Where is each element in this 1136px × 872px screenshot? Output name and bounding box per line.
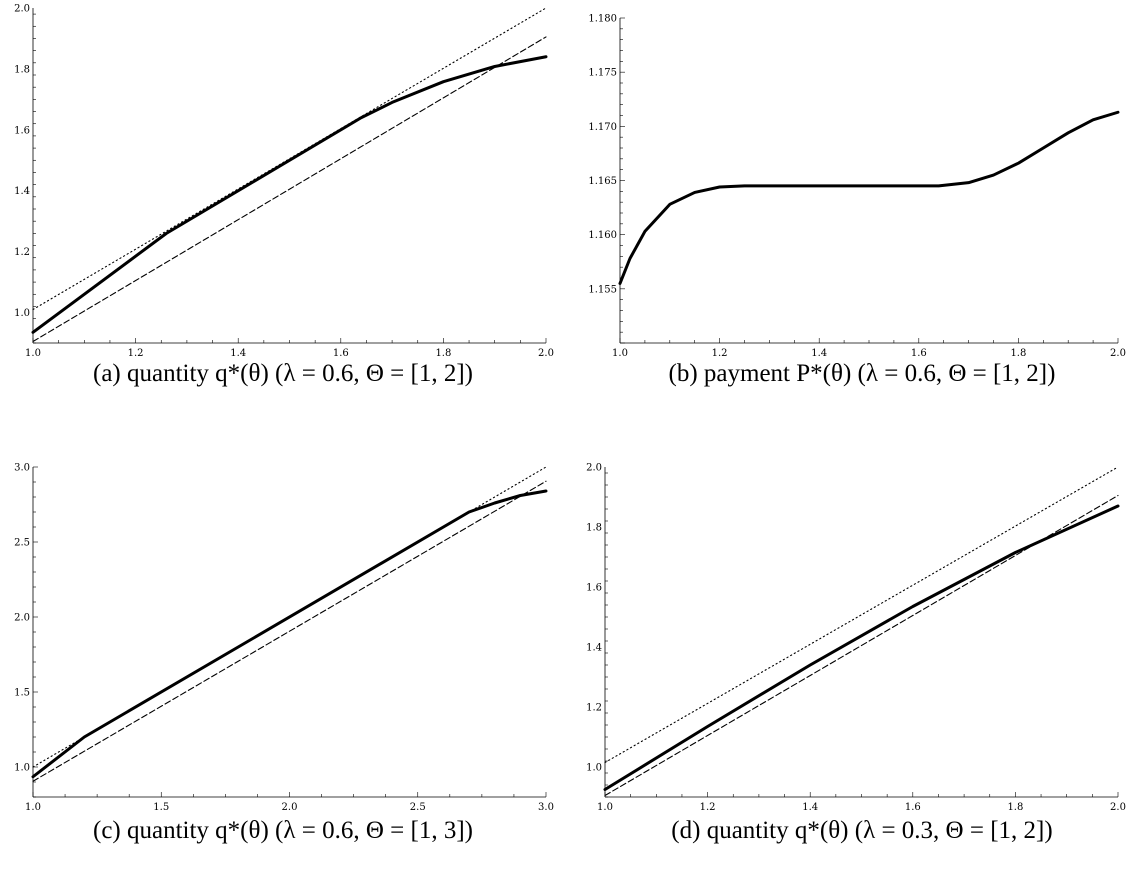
x-tick-label: 1.6 xyxy=(333,348,349,359)
y-tick-label: 1.0 xyxy=(586,763,602,774)
x-tick-label: 1.0 xyxy=(25,802,41,813)
y-tick-label: 3.0 xyxy=(14,463,30,474)
series-line-dashed xyxy=(604,494,1119,797)
x-tick-label: 2.0 xyxy=(1110,802,1126,813)
panel-caption: (a) quantity q*(θ) (λ = 0.6, Θ = [1, 2]) xyxy=(93,360,473,387)
x-tick-label: 1.0 xyxy=(612,348,628,359)
x-tick-label: 1.2 xyxy=(712,348,728,359)
series-line-solid xyxy=(618,110,1120,285)
series-line-dotted xyxy=(32,466,547,768)
series-line-dotted xyxy=(604,466,1119,764)
x-tick-label: 1.6 xyxy=(911,348,927,359)
y-tick-label: 1.160 xyxy=(588,230,617,241)
y-tick-label: 1.2 xyxy=(586,703,602,714)
x-tick-label: 1.8 xyxy=(1010,348,1026,359)
series-line-dashed xyxy=(32,36,547,343)
x-tick-label: 1.6 xyxy=(905,802,921,813)
x-tick-label: 2.0 xyxy=(1110,348,1126,359)
x-tick-label: 2.5 xyxy=(410,802,426,813)
chart-panel-2: 1.0 1.2 1.4 1.6 1.8 2.0 1.155 1.160 1.165 1.170 1.… xyxy=(588,14,1126,388)
y-tick-label: 1.155 xyxy=(588,284,617,295)
y-tick-label: 1.8 xyxy=(586,523,602,534)
y-tick-label: 2.0 xyxy=(586,463,602,474)
chart-panel-4: 1.0 1.2 1.4 1.6 1.8 2.0 1.0 1.2 1.4 1.6 1.8 2.0 (d) … xyxy=(586,463,1126,845)
panel-caption: (b) payment P*(θ) (λ = 0.6, Θ = [1, 2]) xyxy=(669,360,1056,387)
x-tick-label: 1.8 xyxy=(1007,802,1023,813)
x-tick-label: 1.0 xyxy=(597,802,613,813)
panel-caption: (d) quantity q*(θ) (λ = 0.3, Θ = [1, 2]) xyxy=(671,817,1052,844)
y-tick-label: 1.175 xyxy=(588,68,617,79)
y-tick-label: 1.8 xyxy=(14,64,30,75)
series-line-solid xyxy=(31,55,548,334)
y-tick-label: 1.0 xyxy=(14,763,30,774)
y-tick-label: 1.165 xyxy=(588,176,617,187)
x-tick-label: 1.2 xyxy=(700,802,716,813)
y-tick-label: 1.5 xyxy=(14,688,30,699)
series-line-dotted xyxy=(32,7,547,311)
y-tick-label: 2.0 xyxy=(14,613,30,624)
x-tick-label: 3.0 xyxy=(538,802,554,813)
series-line-solid xyxy=(603,504,1120,791)
chart-panel-1: 1.0 1.2 1.4 1.6 1.8 2.0 1.0 1.2 1.4 1.6 1.8 2.0 (a) … xyxy=(14,4,554,388)
x-tick-label: 1.4 xyxy=(811,348,827,359)
x-tick-label: 1.4 xyxy=(802,802,818,813)
x-tick-label: 2.0 xyxy=(538,348,554,359)
x-tick-label: 1.5 xyxy=(153,802,169,813)
panel-caption: (c) quantity q*(θ) (λ = 0.6, Θ = [1, 3]) xyxy=(93,817,473,844)
y-tick-label: 1.2 xyxy=(14,247,30,258)
x-tick-label: 1.4 xyxy=(230,348,246,359)
y-tick-label: 1.4 xyxy=(586,643,602,654)
y-tick-label: 2.5 xyxy=(14,538,30,549)
x-tick-label: 1.0 xyxy=(25,348,41,359)
y-tick-label: 1.6 xyxy=(586,583,602,594)
chart-panel-3: 1.0 1.5 2.0 2.5 3.0 1.0 1.5 2.0 2.5 3.0 (c) quanti… xyxy=(14,463,554,845)
y-tick-label: 1.6 xyxy=(14,125,30,136)
y-tick-label: 2.0 xyxy=(14,4,30,15)
series-line-solid xyxy=(31,489,548,779)
series-line-dashed xyxy=(32,480,547,782)
x-tick-label: 1.8 xyxy=(435,348,451,359)
y-tick-label: 1.4 xyxy=(14,186,30,197)
x-tick-label: 1.2 xyxy=(128,348,144,359)
x-tick-label: 2.0 xyxy=(282,802,298,813)
y-tick-label: 1.0 xyxy=(14,308,30,319)
y-tick-label: 1.180 xyxy=(588,14,617,25)
y-tick-label: 1.170 xyxy=(588,122,617,133)
